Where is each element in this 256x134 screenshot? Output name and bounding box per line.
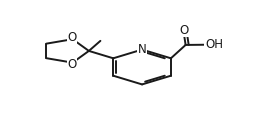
Text: OH: OH [205, 38, 223, 51]
Text: O: O [179, 24, 188, 37]
Text: O: O [68, 58, 77, 71]
Text: O: O [68, 31, 77, 44]
Text: N: N [138, 43, 146, 56]
